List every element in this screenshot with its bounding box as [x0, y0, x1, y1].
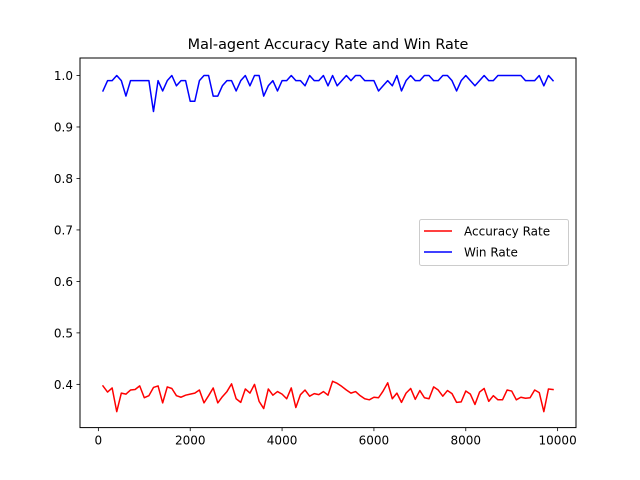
- y-tick-label: 0.4: [54, 378, 73, 392]
- axis-layer: 0 2000 4000 6000 8000 10000 0.4 0.5 0.6 0.7 0.8 0.9…: [54, 69, 577, 448]
- series-line-win-rate: [101, 74, 555, 113]
- y-tick-label: 0.5: [54, 326, 73, 340]
- y-tick-label: 0.8: [54, 172, 73, 186]
- series-layer: [101, 74, 555, 413]
- x-tick-label: 8000: [451, 434, 482, 448]
- legend: Accuracy Rate Win Rate: [419, 219, 569, 266]
- y-tick-label: 1.0: [54, 69, 73, 83]
- x-tick-label: 0: [95, 434, 103, 448]
- y-tick-label: 0.7: [54, 223, 73, 237]
- plot-frame: [79, 57, 577, 429]
- legend-box: [419, 219, 569, 266]
- series-line-accuracy-rate: [101, 380, 554, 413]
- x-tick-label: 10000: [539, 434, 577, 448]
- x-tick-label: 2000: [175, 434, 206, 448]
- chart-title: Mal-agent Accuracy Rate and Win Rate: [188, 37, 469, 53]
- legend-label-accuracy-rate: Accuracy Rate: [464, 225, 550, 239]
- legend-label-win-rate: Win Rate: [464, 246, 518, 260]
- x-tick-label: 4000: [267, 434, 298, 448]
- x-tick-label: 6000: [359, 434, 390, 448]
- y-tick-label: 0.6: [54, 275, 73, 289]
- y-tick-label: 0.9: [54, 120, 73, 134]
